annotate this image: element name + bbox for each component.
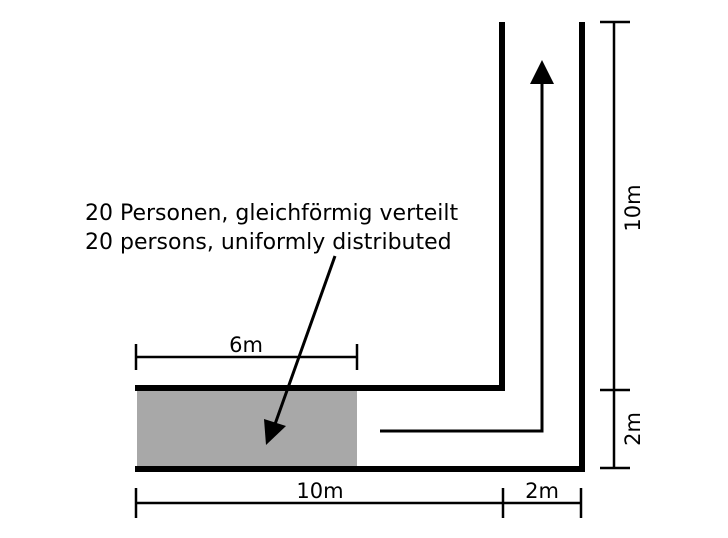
pointer-arrow	[264, 255, 337, 445]
inner-wall	[135, 22, 505, 391]
dimension-label-10m-bottom: 10m	[296, 479, 343, 503]
dimension-corridor-width	[503, 488, 583, 518]
dimension-label-6m: 6m	[229, 333, 263, 357]
flow-arrow-head	[530, 60, 554, 84]
pointer-arrow-head	[264, 419, 286, 445]
flow-arrow	[380, 60, 554, 433]
dimension-occupied-width	[134, 344, 359, 370]
dimension-label-10m-vertical: 10m	[621, 184, 645, 231]
dimension-label-2m-bottom: 2m	[525, 479, 559, 503]
dimension-vertical	[600, 20, 630, 470]
outer-wall	[135, 22, 585, 472]
walls	[135, 22, 585, 472]
dimension-label-2m-vertical: 2m	[621, 412, 645, 446]
description-line-de: 20 Personen, gleichförmig verteilt	[85, 201, 458, 226]
description-line-en: 20 persons, uniformly distributed	[85, 230, 452, 255]
occupied-area	[137, 391, 357, 467]
